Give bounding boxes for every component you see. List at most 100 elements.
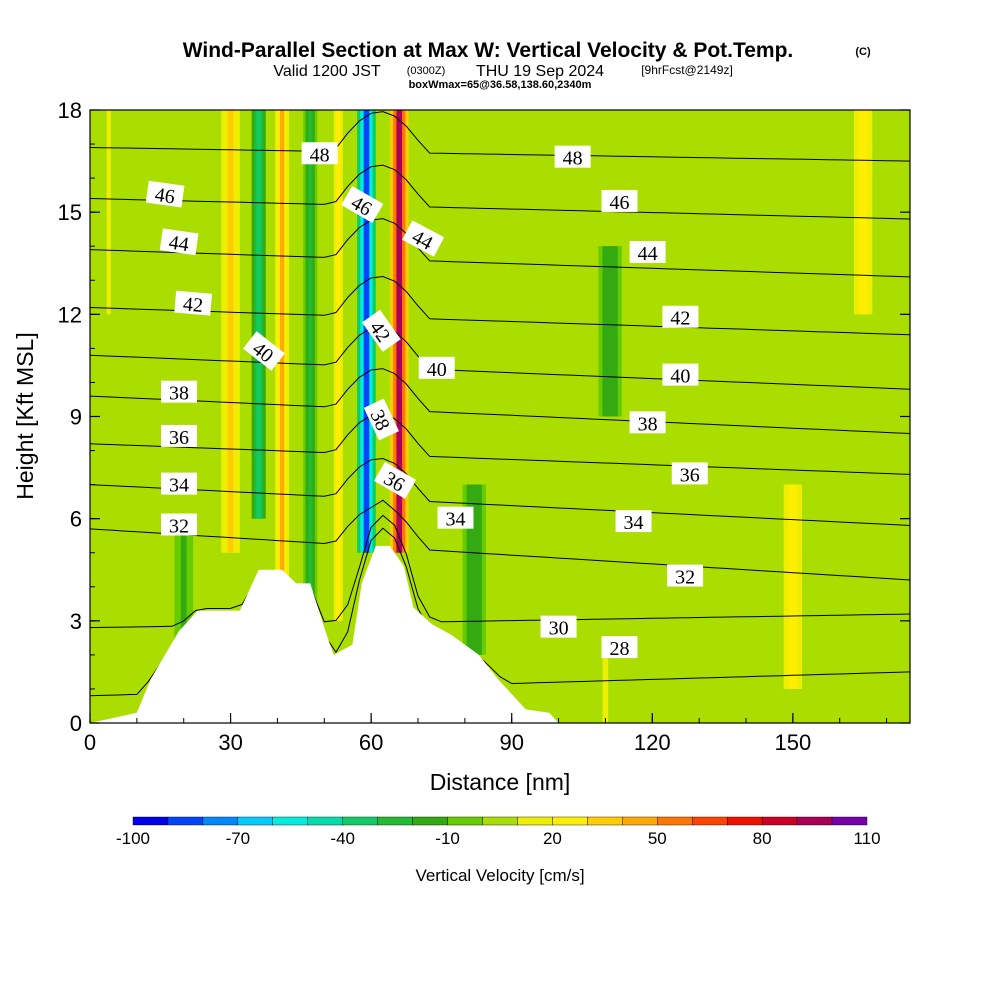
isentrope-label-text: 34: [169, 475, 189, 497]
isentrope-label: 44: [159, 228, 199, 257]
box-info: boxWmax=65@36.58,138.60,2340m: [409, 79, 592, 91]
isentrope-label-box: [373, 461, 417, 499]
x-tick-label: 0: [84, 730, 96, 755]
colorbar-tick-label: -40: [330, 829, 355, 848]
isentrope-label-box: [671, 462, 708, 485]
isentrope-label: 40: [418, 356, 455, 381]
isentrope-label-text: 34: [445, 509, 465, 531]
colorbar-swatch: [796, 816, 833, 826]
isentrope-label: 38: [161, 380, 198, 405]
isentrope-label-text: 36: [169, 427, 189, 449]
isentrope-label-text: 28: [609, 638, 629, 660]
isentrope-line: [90, 111, 910, 162]
isentrope-label-text: 44: [638, 243, 658, 265]
isentrope-label-box: [667, 564, 704, 587]
colorbar-tick-label: 20: [543, 829, 562, 848]
x-axis-label: Distance [nm]: [430, 769, 571, 795]
isentrope-line: [90, 164, 910, 220]
colorbar-swatch: [132, 816, 169, 826]
isentrope-label: 32: [161, 513, 198, 537]
valid-zulu: (0300Z): [407, 65, 446, 77]
isentrope-line: [90, 514, 910, 629]
isentrope-label-box: [361, 309, 401, 352]
colorbar-swatch: [622, 816, 658, 826]
isentrope-label-box: [174, 290, 213, 316]
y-tick-label: 18: [58, 98, 82, 123]
y-tick-label: 3: [70, 609, 82, 634]
colorbar-tick-label: -10: [435, 829, 460, 848]
x-tick-label: 60: [359, 730, 383, 755]
colorbar-swatch: [552, 816, 588, 826]
colorbar-swatch: [237, 816, 274, 826]
isentrope-label-text: 40: [670, 366, 690, 388]
isentrope-label: 48: [301, 142, 338, 166]
chart-title: Wind-Parallel Section at Max W: Vertical…: [183, 39, 794, 62]
colorbar-swatch: [342, 816, 378, 826]
vv-band: [788, 484, 798, 689]
isentrope-label-text: 48: [310, 144, 330, 166]
colorbar-swatch: [167, 816, 204, 826]
colorbar-swatch: [307, 816, 343, 826]
vv-band: [606, 246, 614, 417]
isentrope-label-box: [662, 363, 699, 386]
colorbar: -100 -70 -40 -10 20 50 80 110: [116, 816, 881, 848]
plot-area: [90, 110, 910, 723]
isentrope-label-text: 48: [563, 148, 583, 170]
x-tick-label: 90: [499, 730, 523, 755]
isentrope-label: 34: [437, 506, 474, 531]
isentrope-label-box: [159, 228, 199, 256]
colorbar-swatch: [377, 816, 413, 826]
isentrope-label-box: [662, 305, 699, 328]
isentrope-label-box: [601, 636, 638, 659]
x-tick-label: 120: [634, 730, 671, 755]
isentrope-label-text: 34: [624, 512, 644, 534]
isentrope-line: [90, 275, 910, 336]
isentrope-label-box: [402, 220, 445, 257]
colorbar-swatch: [726, 816, 763, 826]
isentrope-label: 30: [540, 615, 577, 640]
isentrope-label: 42: [174, 290, 213, 317]
isentrope-label-text: 46: [609, 192, 629, 214]
y-tick-label: 6: [70, 507, 82, 532]
isentrope-label-box: [554, 145, 591, 168]
isentrope-label: 46: [145, 180, 185, 208]
isentrope-line: [90, 413, 910, 475]
vv-band: [308, 110, 313, 655]
isentrope-label: 48: [554, 145, 591, 170]
isentrope-label: 28: [601, 636, 638, 660]
isentrope-label-box: [161, 513, 198, 536]
colorbar-swatch: [831, 816, 868, 826]
isentrope-label-box: [540, 615, 577, 638]
isentrope-line: [90, 457, 910, 526]
isentrope-label: 38: [363, 398, 399, 441]
forecast-info: [9hrFcst@2149z]: [641, 63, 733, 77]
isentrope-label-text: 38: [169, 383, 189, 405]
y-tick-label: 15: [58, 200, 82, 225]
y-tick-label: 12: [58, 302, 82, 327]
isentrope-label-box: [161, 380, 198, 403]
colorbar-swatch: [657, 816, 693, 826]
isentrope-label-text: 44: [167, 232, 190, 257]
isentrope-label-box: [341, 185, 384, 224]
isentrope-line: [90, 326, 910, 390]
colorbar-swatch: [517, 816, 553, 826]
isentrope-label-text: 32: [675, 567, 695, 589]
colorbar-swatch: [202, 816, 239, 826]
vv-band: [602, 654, 609, 723]
isentrope-label-box: [437, 506, 474, 529]
colorbar-swatch: [272, 816, 308, 826]
copyright-mark: (C): [855, 46, 871, 58]
isentrope-label-box: [243, 331, 285, 371]
isentrope-label: 46: [601, 189, 638, 214]
vv-band: [470, 484, 478, 655]
isentrope-label: 34: [161, 472, 198, 497]
valid-time: Valid 1200 JST: [273, 63, 381, 80]
colorbar-tick-label: 80: [753, 829, 772, 848]
isentrope-label-text: 38: [638, 413, 658, 435]
vv-band: [280, 110, 285, 587]
colorbar-tick-label: -100: [116, 829, 150, 848]
isentrope-label-text: 42: [670, 308, 690, 330]
isentrope-label: 32: [667, 564, 704, 589]
